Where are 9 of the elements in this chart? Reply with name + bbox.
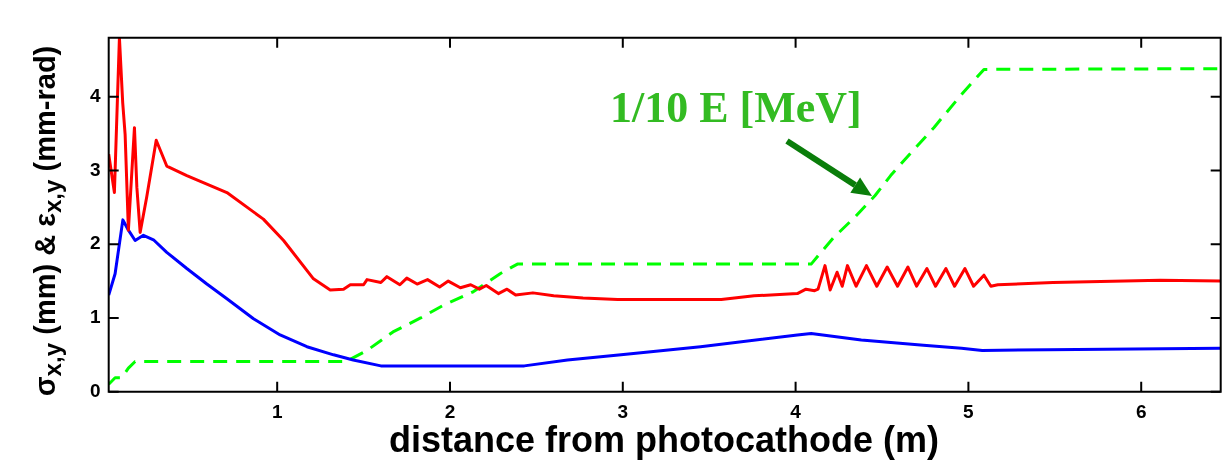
y-tick-label: 4 [90, 84, 102, 106]
y-tick-label: 2 [90, 232, 101, 254]
y-tick-label: 3 [90, 158, 101, 180]
y-tick-label: 1 [90, 306, 102, 328]
x-tick-label: 1 [271, 401, 283, 423]
x-tick-label: 6 [1135, 401, 1147, 423]
y-tick-label: 0 [90, 379, 101, 401]
annotation: 1/10 E [MeV] [609, 82, 862, 132]
x-tick-label: 5 [963, 401, 975, 423]
